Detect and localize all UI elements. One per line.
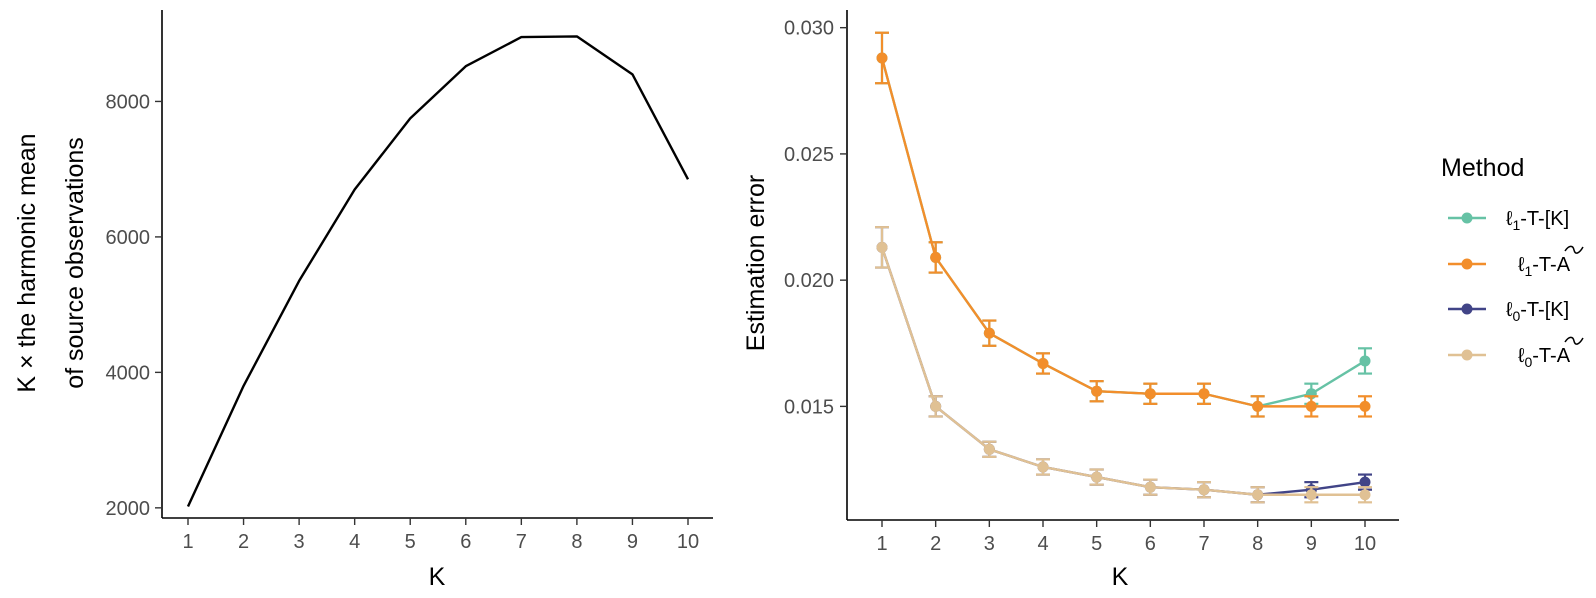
left-y-tick-label: 6000 xyxy=(106,227,151,249)
data-point xyxy=(1359,476,1371,488)
data-point xyxy=(1359,355,1371,367)
data-point xyxy=(1091,471,1103,483)
data-point xyxy=(1359,400,1371,412)
legend: Method ℓ1-T-[K] ℓ1-T-A ℓ0-T-[K] ℓ0-T-A xyxy=(1441,154,1584,370)
legend-item: ℓ0-T-[K] xyxy=(1448,299,1569,324)
data-point xyxy=(1198,388,1210,400)
data-point xyxy=(930,400,942,412)
data-point xyxy=(1305,400,1317,412)
right-y-tick-label: 0.025 xyxy=(784,144,834,166)
left-y-tick-label: 4000 xyxy=(106,362,151,384)
series-1 xyxy=(875,31,1372,418)
left-y-tick-label: 2000 xyxy=(106,498,151,520)
left-panel: 1 2 3 4 5 6 7 8 9 10 2000 4000 6000 8000 K K × the ha… xyxy=(13,10,713,591)
right-x-tick-label: 3 xyxy=(984,533,995,555)
left-y-axis-title-line2: of source observations xyxy=(61,137,89,389)
legend-items: ℓ1-T-[K] ℓ1-T-A ℓ0-T-[K] ℓ0-T-A xyxy=(1448,208,1584,370)
left-series-line xyxy=(186,35,690,507)
series-2 xyxy=(875,31,1372,418)
series-3 xyxy=(875,226,1372,504)
legend-title: Method xyxy=(1441,154,1524,182)
series-4 xyxy=(875,226,1372,504)
series-line xyxy=(880,57,1366,408)
series-line xyxy=(880,246,1365,496)
tilde-mark xyxy=(1564,245,1584,254)
left-x-tick-label: 4 xyxy=(349,531,360,553)
left-y-axis-title-line1: K × the harmonic mean xyxy=(13,133,41,392)
data-point xyxy=(930,251,942,263)
legend-label: ℓ0-T-[K] xyxy=(1506,299,1569,324)
right-x-axis-title: K xyxy=(1112,563,1129,591)
left-y-tick-label: 8000 xyxy=(106,91,151,113)
legend-item: ℓ1-T-[K] xyxy=(1448,208,1569,233)
left-x-tick-label: 9 xyxy=(627,531,638,553)
right-y-tick-label: 0.030 xyxy=(784,18,834,40)
data-point xyxy=(983,443,995,455)
data-point xyxy=(1252,489,1264,501)
data-point xyxy=(876,52,888,64)
legend-item: ℓ0-T-A xyxy=(1448,336,1584,370)
right-x-tick-label: 10 xyxy=(1354,533,1376,555)
right-y-axis-title: Estimation error xyxy=(742,175,770,351)
right-ticks: 1 2 3 4 5 6 7 8 9 10 0.015 0.020 0.025 0.030 xyxy=(784,10,1399,555)
left-x-tick-label: 8 xyxy=(571,531,582,553)
right-x-tick-label: 7 xyxy=(1198,533,1209,555)
right-x-tick-label: 5 xyxy=(1091,533,1102,555)
series-line xyxy=(880,57,1365,408)
data-point xyxy=(1091,385,1103,397)
right-x-tick-label: 8 xyxy=(1252,533,1263,555)
tilde-mark xyxy=(1564,336,1584,345)
left-x-axis-title: K xyxy=(429,563,446,591)
data-point xyxy=(1359,489,1371,501)
left-x-tick-label: 10 xyxy=(677,531,699,553)
data-point xyxy=(876,241,888,253)
left-x-tick-label: 5 xyxy=(405,531,416,553)
right-x-tick-label: 1 xyxy=(876,533,887,555)
right-series xyxy=(875,31,1372,504)
data-point xyxy=(1037,357,1049,369)
data-point xyxy=(1198,484,1210,496)
data-point xyxy=(1037,461,1049,473)
legend-key-point xyxy=(1461,212,1473,224)
left-x-tick-label: 1 xyxy=(182,531,193,553)
data-point xyxy=(983,327,995,339)
left-ticks: 1 2 3 4 5 6 7 8 9 10 2000 4000 6000 8000 xyxy=(106,10,713,553)
left-x-tick-label: 2 xyxy=(238,531,249,553)
legend-label: ℓ0-T-A xyxy=(1518,345,1571,370)
legend-key-point xyxy=(1461,303,1473,315)
left-x-tick-label: 7 xyxy=(516,531,527,553)
left-x-tick-label: 3 xyxy=(294,531,305,553)
right-panel: 1 2 3 4 5 6 7 8 9 10 0.015 0.020 0.025 0.030 K Estima… xyxy=(742,10,1399,591)
data-point xyxy=(1144,388,1156,400)
right-x-tick-label: 4 xyxy=(1037,533,1048,555)
right-x-tick-label: 6 xyxy=(1145,533,1156,555)
data-point xyxy=(1252,400,1264,412)
legend-label: ℓ1-T-A xyxy=(1518,254,1571,279)
legend-label: ℓ1-T-[K] xyxy=(1506,208,1569,233)
right-x-tick-label: 9 xyxy=(1306,533,1317,555)
right-x-tick-label: 2 xyxy=(930,533,941,555)
legend-item: ℓ1-T-A xyxy=(1448,245,1584,279)
left-x-tick-label: 6 xyxy=(460,531,471,553)
left-series xyxy=(186,35,690,507)
right-y-tick-label: 0.015 xyxy=(784,396,834,418)
data-point xyxy=(1144,481,1156,493)
data-point xyxy=(1305,489,1317,501)
right-y-tick-label: 0.020 xyxy=(784,270,834,292)
legend-key-point xyxy=(1461,349,1473,361)
legend-key-point xyxy=(1461,258,1473,270)
